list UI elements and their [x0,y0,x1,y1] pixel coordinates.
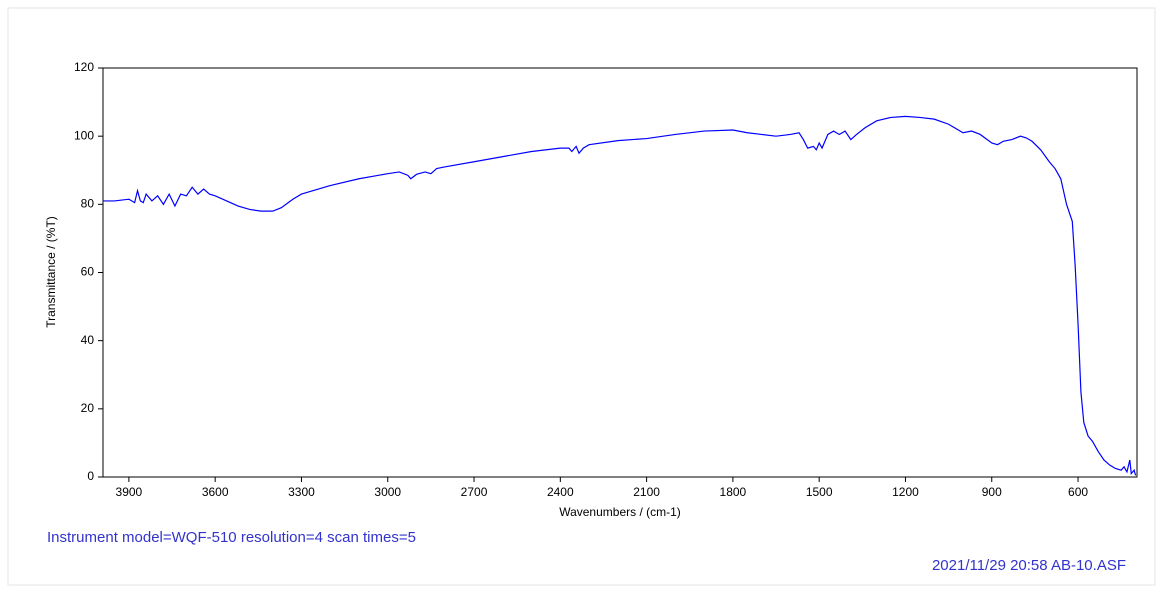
y-tick-label: 20 [81,401,95,415]
x-tick-label: 3600 [202,485,229,499]
x-tick-label: 1200 [892,485,919,499]
x-tick-label: 2100 [633,485,660,499]
x-tick-label: 3300 [288,485,315,499]
y-tick-label: 120 [74,60,94,74]
plot-frame [102,67,1138,478]
y-axis-label: Transmittance / (%T) [44,216,58,328]
footer: 2021/11/29 20:58 AB-10.ASF [932,557,1126,574]
x-tick-label: 2700 [461,485,488,499]
x-axis-label: Wavenumbers / (cm-1) [559,505,681,519]
x-tick-label: 1800 [720,485,747,499]
spectrum-line [103,115,1137,476]
x-tick-label: 2400 [547,485,574,499]
y-tick-label: 80 [81,197,95,211]
x-tick-label: 600 [1068,485,1088,499]
instrument-note: Instrument model=WQF-510 resolution=4 sc… [47,529,416,546]
x-tick-label: 3000 [374,485,401,499]
y-tick-label: 100 [74,128,94,142]
x-tick-label: 3900 [116,485,143,499]
y-tick-label: 60 [81,265,95,279]
x-tick-label: 900 [982,485,1002,499]
y-tick-label: 40 [81,333,95,347]
y-tick-label: 0 [87,469,94,483]
x-tick-label: 1500 [806,485,833,499]
